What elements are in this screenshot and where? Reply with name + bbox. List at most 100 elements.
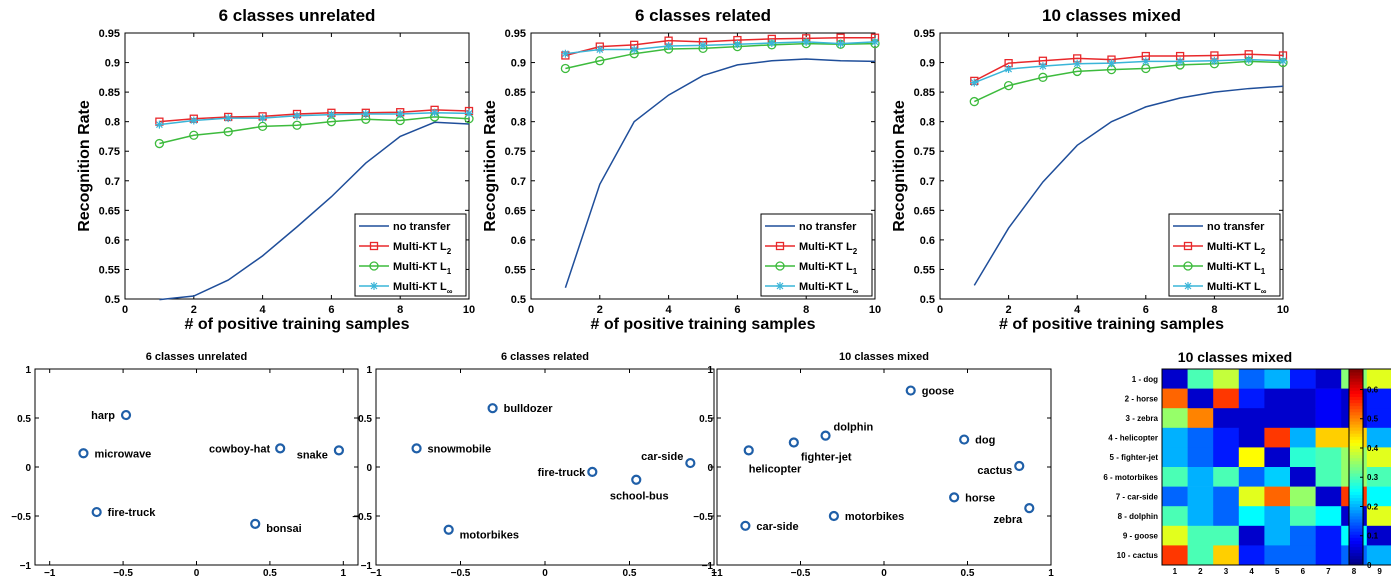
heatmap-cell <box>1315 427 1342 448</box>
plot-frame <box>34 368 359 566</box>
col-label: 1 <box>1173 567 1178 576</box>
colorbar-segment <box>1349 482 1363 486</box>
scatter-point <box>91 506 102 518</box>
colorbar-frame <box>1348 368 1364 566</box>
scatter-point <box>740 520 751 531</box>
data-point <box>1141 57 1150 66</box>
heatmap-cell <box>1290 467 1316 487</box>
chart-title: 10 classes mixed <box>1178 349 1292 365</box>
x-tick-label: 8 <box>397 304 403 316</box>
legend-label: Multi-KT L2 <box>799 241 858 256</box>
x-tick-label: 10 <box>869 304 881 316</box>
legend-label: no transfer <box>393 221 451 233</box>
colorbar-segment <box>1349 378 1363 382</box>
colorbar-segment <box>1349 436 1363 440</box>
data-point <box>154 138 165 149</box>
legend-marker <box>1183 261 1193 271</box>
legend-marker <box>775 261 785 271</box>
heatmap-cell <box>1162 408 1188 429</box>
x-tick-label: 0.5 <box>263 568 277 576</box>
point-label: motorbikes <box>460 530 519 542</box>
y-tick-label: 0.55 <box>914 264 935 276</box>
colorbar-segment <box>1349 509 1363 514</box>
x-tick-label: 6 <box>328 304 334 316</box>
data-point <box>1210 56 1219 65</box>
chart-title: 6 classes related <box>635 6 771 25</box>
colorbar-tick-label: 0.2 <box>1367 502 1379 511</box>
col-label: 4 <box>1249 567 1254 576</box>
heatmap-cell <box>1238 506 1265 527</box>
scatter-point <box>1014 460 1025 472</box>
data-point <box>595 45 604 54</box>
heatmap-cell <box>1213 408 1240 429</box>
y-tick-label: −0.5 <box>352 512 372 523</box>
scatter-point <box>959 434 970 445</box>
heatmap-cell <box>1264 467 1291 487</box>
heatmap-cell <box>1213 388 1240 409</box>
series-line-0 <box>159 121 470 301</box>
heatmap-cell <box>1213 467 1240 487</box>
y-tick-label: 0.5 <box>920 294 935 306</box>
col-label: 9 <box>1377 567 1382 576</box>
colorbar-segment <box>1349 463 1363 468</box>
colorbar-segment <box>1349 467 1363 471</box>
colorbar-segment <box>1349 473 1363 477</box>
data-point <box>1107 59 1116 68</box>
y-tick-label: 0.5 <box>105 294 120 306</box>
row-label: 9 - goose <box>1123 532 1159 541</box>
x-tick-label: 0 <box>542 568 548 576</box>
colorbar-segment <box>1349 531 1363 535</box>
point-label: bulldozer <box>504 403 554 415</box>
y-tick-label: 0.5 <box>358 414 372 425</box>
x-tick-label: 4 <box>666 304 673 316</box>
heatmap-cell <box>1290 369 1316 389</box>
y-axis-label: Recognition Rate <box>76 100 93 232</box>
x-tick-label: 0 <box>937 304 943 316</box>
data-point <box>1038 72 1048 82</box>
row-label: 5 - fighter-jet <box>1110 453 1159 462</box>
point-label: fire-truck <box>538 467 587 479</box>
y-tick-label: 0.55 <box>505 264 526 276</box>
data-point <box>561 49 570 58</box>
y-axis-label: Recognition Rate <box>482 100 499 232</box>
scatter-point <box>411 443 422 454</box>
colorbar-segment <box>1349 393 1363 397</box>
colorbar-segment <box>1349 503 1363 508</box>
y-tick-label: −0.5 <box>693 512 713 523</box>
point-label: dolphin <box>834 422 874 434</box>
data-point <box>970 78 979 87</box>
colorbar-segment <box>1349 408 1363 413</box>
data-point <box>189 130 199 140</box>
series-line-1 <box>159 109 470 123</box>
colorbar-segment <box>1349 512 1363 517</box>
colorbar-segment <box>1349 402 1363 407</box>
heatmap-cell <box>1238 545 1265 566</box>
series-line-2 <box>973 60 1284 103</box>
line-chart-2: 0 2 4 6 8 10 0.5 0.55 0.6 0.65 0.7 0.75 0.8 0.85 0.9 0.… <box>482 6 881 333</box>
heatmap-cell <box>1290 388 1316 409</box>
chart-title: 10 classes mixed <box>839 351 929 363</box>
scatter-point <box>743 445 754 456</box>
colorbar-segment <box>1349 558 1363 563</box>
x-tick-label: −1 <box>44 568 56 576</box>
colorbar-segment <box>1349 369 1363 373</box>
x-axis-label: # of positive training samples <box>185 316 410 333</box>
colorbar-segment <box>1349 561 1363 566</box>
data-point <box>1176 57 1185 66</box>
colorbar-tick-label: 0.4 <box>1367 444 1379 453</box>
scatter-point <box>1024 503 1035 514</box>
x-tick-label: −0.5 <box>791 568 811 576</box>
x-tick-label: 2 <box>597 304 603 316</box>
heatmap-cell <box>1187 408 1214 429</box>
legend-label: no transfer <box>1207 221 1265 233</box>
x-tick-label: −0.5 <box>113 568 133 576</box>
data-point <box>224 114 233 123</box>
scatter-point <box>788 437 799 448</box>
series-line-0 <box>564 58 876 289</box>
colorbar-tick-label: 0.1 <box>1367 532 1379 541</box>
row-label: 6 - motorbikes <box>1103 473 1158 482</box>
data-point <box>327 110 336 119</box>
data-point <box>1038 62 1047 71</box>
heatmap-cell <box>1238 525 1265 546</box>
colorbar-segment <box>1349 470 1363 474</box>
